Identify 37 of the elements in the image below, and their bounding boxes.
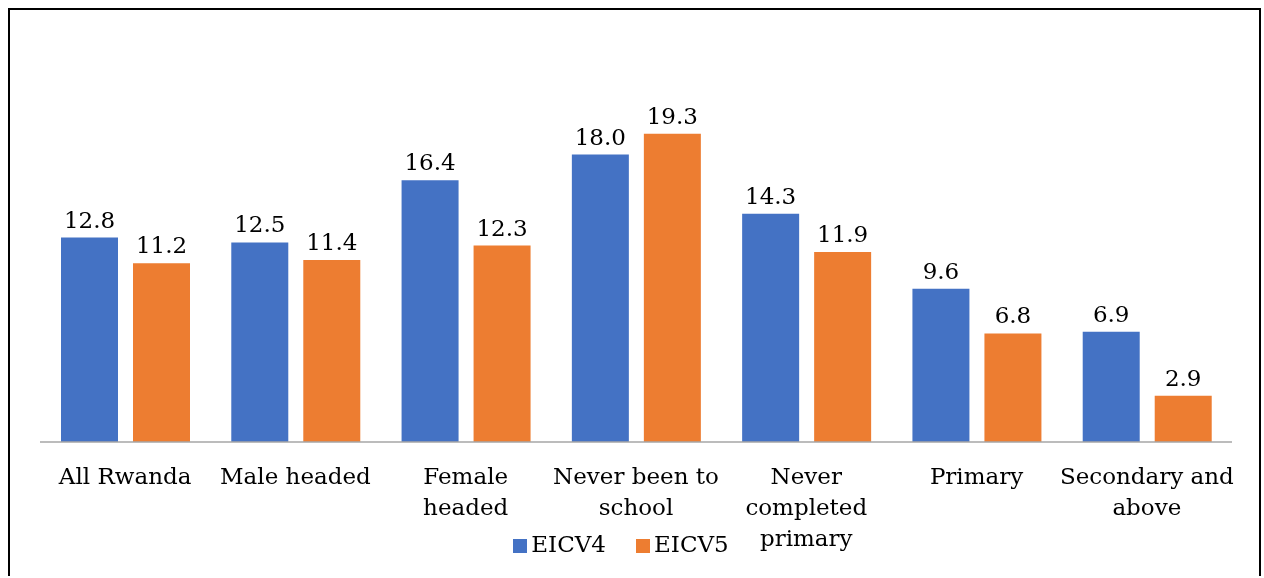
bar xyxy=(61,237,118,442)
legend-label: EICV5 xyxy=(654,531,729,557)
bar xyxy=(1154,395,1212,442)
x-tick-label: Secondary and above xyxy=(1059,463,1235,521)
x-tick-label: Primary xyxy=(929,463,1024,490)
bar xyxy=(401,180,459,442)
data-label: 12.3 xyxy=(476,214,528,241)
bar xyxy=(473,245,531,442)
data-label: 6.8 xyxy=(994,302,1032,329)
data-label: 9.6 xyxy=(922,257,960,284)
bar xyxy=(643,133,701,442)
bar xyxy=(912,288,970,442)
data-label: 6.9 xyxy=(1092,300,1130,327)
x-tick-label: Male headed xyxy=(220,463,372,490)
data-label: 11.9 xyxy=(817,220,869,247)
bar xyxy=(231,242,289,442)
bar xyxy=(814,251,872,442)
data-label: 2.9 xyxy=(1164,364,1202,391)
bar xyxy=(984,333,1042,442)
x-tick-label: All Rwanda xyxy=(57,463,192,490)
bar xyxy=(571,154,629,442)
bar xyxy=(303,259,361,442)
bar xyxy=(133,263,190,442)
x-tick-label: Never been to school xyxy=(553,463,719,521)
data-label: 14.3 xyxy=(745,182,797,209)
data-label: 12.5 xyxy=(234,211,286,238)
x-tick-label: Female headed xyxy=(423,463,509,521)
data-label: 16.4 xyxy=(404,149,456,176)
data-label: 19.3 xyxy=(646,102,698,129)
bar xyxy=(1082,331,1140,442)
bar xyxy=(742,213,800,442)
data-label: 12.8 xyxy=(63,206,116,233)
legend-label: EICV4 xyxy=(531,531,606,557)
x-tick-label: Never completed primary xyxy=(745,463,868,552)
data-label: 18.0 xyxy=(574,123,626,150)
data-label: 11.4 xyxy=(306,228,358,255)
data-label: 11.2 xyxy=(135,232,188,259)
